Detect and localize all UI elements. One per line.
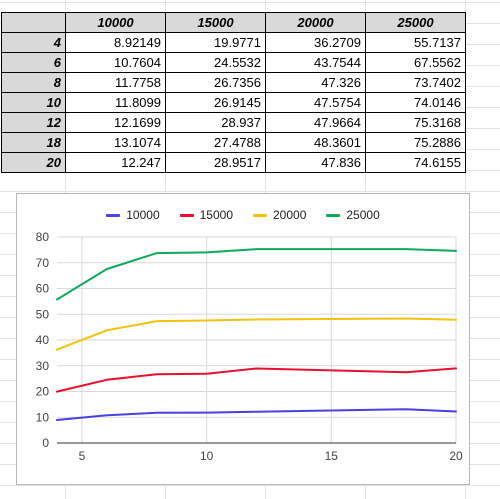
y-tick-label: 60 <box>36 282 50 296</box>
y-tick-label: 40 <box>36 333 50 347</box>
column-header[interactable]: 20000 <box>265 12 366 33</box>
table-row: 4 8.92149 19.9771 36.2709 55.7137 <box>1 32 466 53</box>
series-line <box>56 248 457 301</box>
row-header[interactable]: 12 <box>1 112 66 133</box>
table-cell[interactable]: 73.7402 <box>365 72 466 93</box>
table-cell[interactable]: 47.9664 <box>265 112 366 133</box>
column-header[interactable]: 25000 <box>365 12 466 33</box>
table-cell[interactable]: 67.5562 <box>365 52 466 73</box>
table-cell[interactable]: 47.326 <box>265 72 366 93</box>
table-row: 10 11.8099 26.9145 47.5754 74.0146 <box>1 92 466 113</box>
series-line <box>56 317 457 351</box>
row-header[interactable]: 4 <box>1 32 66 53</box>
table-cell[interactable]: 8.92149 <box>65 32 166 53</box>
legend-item[interactable]: 10000 <box>106 208 160 222</box>
table-corner-cell[interactable] <box>1 12 66 33</box>
column-header[interactable]: 15000 <box>165 12 266 33</box>
table-cell[interactable]: 12.247 <box>65 152 166 173</box>
x-tick-label: 15 <box>325 449 339 463</box>
line-chart[interactable]: 10000 15000 20000 25000 0 10 20 30 40 50 60 70 80 5 1… <box>16 193 470 485</box>
row-header[interactable]: 8 <box>1 72 66 93</box>
table-cell[interactable]: 27.4788 <box>165 132 266 153</box>
table-cell[interactable]: 19.9771 <box>165 32 266 53</box>
table-header-row: 10000 15000 20000 25000 <box>1 12 466 33</box>
y-tick-label: 50 <box>36 307 50 321</box>
legend-swatch <box>326 213 341 217</box>
legend-item[interactable]: 20000 <box>253 208 306 222</box>
y-tick-label: 70 <box>36 256 50 270</box>
row-header[interactable]: 10 <box>1 92 66 113</box>
data-table: 10000 15000 20000 25000 4 8.92149 19.9771 3… <box>1 12 466 173</box>
legend-item[interactable]: 25000 <box>326 208 380 222</box>
row-header[interactable]: 20 <box>1 152 66 173</box>
y-tick-label: 30 <box>36 359 50 373</box>
y-tick-label: 0 <box>42 436 49 450</box>
table-row: 18 13.1074 27.4788 48.3601 75.2886 <box>1 132 466 153</box>
column-header[interactable]: 10000 <box>65 12 166 33</box>
chart-plot: 0 10 20 30 40 50 60 70 80 5 10 15 20 <box>36 230 463 463</box>
table-cell[interactable]: 74.0146 <box>365 92 466 113</box>
table-row: 8 11.7758 26.7356 47.326 73.7402 <box>1 72 466 93</box>
legend-label: 15000 <box>199 208 233 222</box>
table-cell[interactable]: 11.8099 <box>65 92 166 113</box>
legend-swatch <box>179 213 194 217</box>
series-line <box>56 367 457 393</box>
legend-label: 10000 <box>126 208 160 222</box>
table-cell[interactable]: 28.937 <box>165 112 266 133</box>
row-header[interactable]: 6 <box>1 52 66 73</box>
table-cell[interactable]: 26.9145 <box>165 92 266 113</box>
table-cell[interactable]: 74.6155 <box>365 152 466 173</box>
table-cell[interactable]: 48.3601 <box>265 132 366 153</box>
chart-legend: 10000 15000 20000 25000 <box>17 208 469 222</box>
table-cell[interactable]: 47.5754 <box>265 92 366 113</box>
table-cell[interactable]: 43.7544 <box>265 52 366 73</box>
table-cell[interactable]: 75.2886 <box>365 132 466 153</box>
table-cell[interactable]: 26.7356 <box>165 72 266 93</box>
legend-swatch <box>253 213 267 217</box>
table-cell[interactable]: 75.3168 <box>365 112 466 133</box>
table-row: 6 10.7604 24.5532 43.7544 67.5562 <box>1 52 466 73</box>
table-cell[interactable]: 36.2709 <box>265 32 366 53</box>
table-cell[interactable]: 47.836 <box>265 152 366 173</box>
legend-label: 25000 <box>346 208 380 222</box>
table-cell[interactable]: 10.7604 <box>65 52 166 73</box>
x-tick-label: 20 <box>449 449 463 463</box>
x-tick-label: 5 <box>79 449 86 463</box>
table-row: 12 12.1699 28.937 47.9664 75.3168 <box>1 112 466 133</box>
table-row: 20 12.247 28.9517 47.836 74.6155 <box>1 152 466 173</box>
table-cell[interactable]: 13.1074 <box>65 132 166 153</box>
legend-item[interactable]: 15000 <box>179 208 233 222</box>
table-cell[interactable]: 11.7758 <box>65 72 166 93</box>
x-tick-label: 10 <box>200 449 214 463</box>
y-tick-label: 80 <box>36 230 50 244</box>
legend-label: 20000 <box>273 208 307 222</box>
table-cell[interactable]: 28.9517 <box>165 152 266 173</box>
y-tick-label: 20 <box>36 385 50 399</box>
y-tick-label: 10 <box>36 410 50 424</box>
legend-swatch <box>106 213 121 217</box>
table-cell[interactable]: 55.7137 <box>365 32 466 53</box>
table-cell[interactable]: 24.5532 <box>165 52 266 73</box>
series-line <box>56 408 457 421</box>
table-cell[interactable]: 12.1699 <box>65 112 166 133</box>
row-header[interactable]: 18 <box>1 132 66 153</box>
